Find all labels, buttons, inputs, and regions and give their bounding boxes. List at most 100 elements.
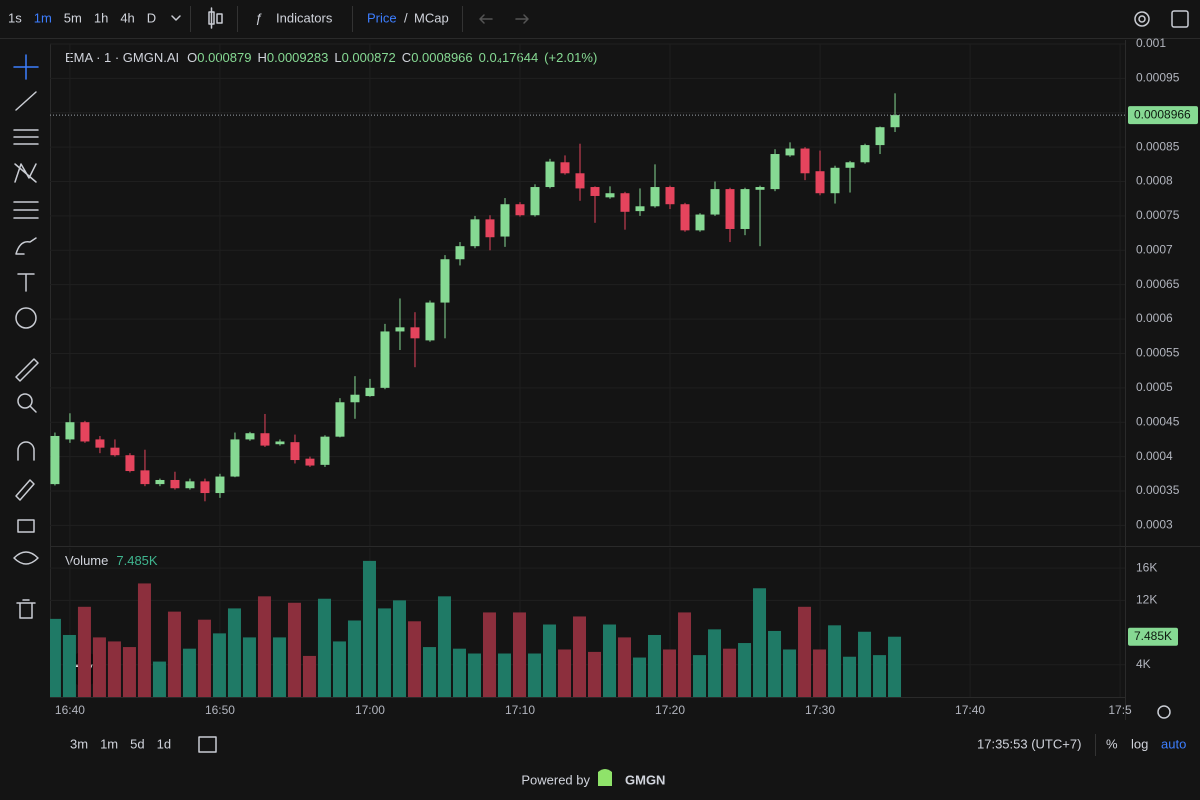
range-button[interactable]: 1m [100,736,118,751]
volume-bar [527,653,541,697]
undo-button[interactable] [479,14,493,24]
candle-body [650,187,660,207]
ohlc-prefix: C [402,50,411,65]
visibility-tool[interactable] [13,551,39,565]
volume-bar [347,620,361,697]
redo-button[interactable] [515,14,529,24]
y-tick-label: 0.00045 [1136,414,1180,428]
candle-body [380,331,390,388]
remove-tool[interactable] [16,599,36,619]
volume-bar [497,653,511,697]
fullscreen-button[interactable] [1171,10,1189,28]
brush-tool[interactable] [15,237,37,255]
volume-bar [92,637,106,697]
settings-icon [1138,15,1146,23]
volume-bar [62,634,76,697]
candle-body [155,479,165,485]
volume-bar [693,655,707,697]
interval-button[interactable]: D [147,10,156,25]
volume-bar [407,621,421,697]
candle-body [455,246,465,260]
y-tick-label: 12K [1136,593,1157,607]
volume-bar [843,656,857,697]
volume-bar [137,583,151,697]
volume-bar [212,633,226,697]
y-tick-label: 0.0007 [1136,242,1173,256]
zoom-tool-handle [29,405,37,413]
candle-body [125,455,135,472]
ohlc-value: 0.000879 [197,50,251,65]
volume-bar [302,655,316,697]
y-tick-label: 0.0003 [1136,518,1173,532]
price-toggle[interactable]: Price [367,10,397,25]
interval-button[interactable]: 1m [34,10,52,25]
pattern-tool[interactable] [14,163,37,183]
volume-bar [50,618,61,697]
candle-body [710,189,720,215]
measure-tool[interactable] [15,358,39,382]
text-tool[interactable] [17,273,35,292]
candle-body [350,394,360,403]
chart-header: EMA · 1 · GMGN.AI O0.000879 H0.0009283 L0.0… [65,50,597,65]
auto-toggle[interactable]: auto [1161,736,1186,751]
volume-bar [798,606,812,697]
price-change: 0.0₄17644 [479,50,539,65]
emoji-tool[interactable] [15,307,37,329]
y-tick-label: 0.0006 [1136,311,1173,325]
candle-body [815,171,825,194]
volume-bar [858,631,872,697]
fx-icon[interactable]: ƒ [255,10,262,25]
interval-dropdown[interactable] [171,15,181,21]
volume-bar [738,643,752,697]
candle-body [830,167,840,194]
settings-button[interactable] [1134,11,1150,27]
volume-tag-label: 7.485K [1134,629,1172,643]
interval-button[interactable]: 1h [94,10,108,25]
candle-body [605,193,615,198]
date-range-button[interactable] [198,736,217,753]
y-tick-label: 0.00065 [1136,277,1180,291]
candle-body [590,187,600,196]
settings-icon [1134,11,1150,27]
fib-tool[interactable] [13,129,39,145]
candle-body [500,204,510,237]
lock-drawing-tool[interactable] [15,479,35,501]
volume-bar [603,624,617,697]
x-tick-label: 16:40 [55,703,85,717]
lock-tool[interactable] [17,519,35,533]
indicators-button[interactable]: Indicators [276,10,333,25]
projection-tool[interactable] [13,201,39,219]
candle-type-button[interactable] [208,7,223,29]
candle-body [305,458,315,466]
powered-by: Powered by [521,772,590,787]
trendline-tool[interactable] [15,91,37,111]
candle-body [440,259,450,303]
candle-body [200,481,210,494]
volume-bar [362,560,376,697]
candle-body [770,154,780,190]
candle-body [860,145,870,163]
crosshair-tool[interactable] [13,54,39,80]
candle-body [170,479,180,489]
range-button[interactable]: 3m [70,736,88,751]
range-button[interactable]: 1d [157,736,171,751]
price-change-pct: (+2.01%) [544,50,597,65]
percent-toggle[interactable]: % [1106,736,1118,751]
range-button[interactable]: 5d [130,736,144,751]
chart-title: EMA · 1 · GMGN.AI [65,50,179,65]
magnet-tool[interactable] [17,441,35,461]
mcap-toggle[interactable]: MCap [414,10,449,25]
volume-bar [633,657,647,697]
log-toggle[interactable]: log [1131,736,1148,751]
interval-button[interactable]: 4h [120,10,134,25]
volume-bar [572,616,586,697]
interval-button[interactable]: 5m [64,10,82,25]
axis-settings-button[interactable] [1157,705,1171,719]
y-tick-label: 0.00055 [1136,346,1180,360]
interval-button[interactable]: 1s [8,10,22,25]
candle-body [65,422,75,440]
volume-bar [588,651,602,697]
volume-bar [753,588,767,697]
zoom-tool[interactable] [17,393,33,409]
